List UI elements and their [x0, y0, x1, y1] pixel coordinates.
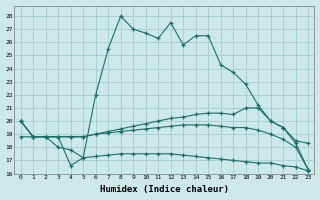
X-axis label: Humidex (Indice chaleur): Humidex (Indice chaleur) [100, 185, 229, 194]
